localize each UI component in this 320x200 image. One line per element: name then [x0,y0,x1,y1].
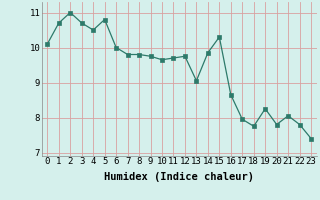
X-axis label: Humidex (Indice chaleur): Humidex (Indice chaleur) [104,172,254,182]
